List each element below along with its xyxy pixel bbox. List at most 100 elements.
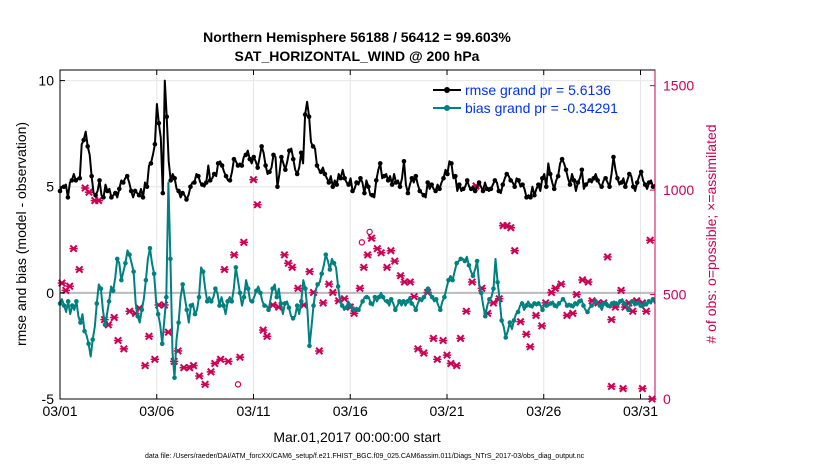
- x-tick-label-2: 03/11: [236, 403, 270, 419]
- bias-point-156: [376, 294, 382, 300]
- bias-point-158: [380, 294, 386, 300]
- obs-assimilated-marker-75: [429, 334, 438, 343]
- bias-point-60: [180, 282, 185, 287]
- rmse-point-246: [543, 184, 549, 190]
- bias-point-246: [560, 296, 566, 302]
- rmse-point-88: [231, 156, 237, 162]
- rmse-point-274: [599, 184, 604, 190]
- obs-assimilated-marker-101: [556, 280, 566, 289]
- rmse-point-252: [555, 173, 561, 179]
- rmse-point-138: [330, 184, 336, 190]
- rmse-point-144: [342, 175, 347, 181]
- obs-assimilated-marker-61: [363, 250, 372, 259]
- bias-point-44: [147, 245, 153, 251]
- rmse-point-292: [634, 180, 640, 185]
- y2-tick-label-1: 500: [663, 287, 687, 303]
- rmse-point-14: [85, 144, 90, 149]
- chart-title: Northern Hemisphere 56188 / 56412 = 99.6…: [203, 29, 511, 45]
- obs-assimilated-marker-13: [119, 344, 129, 353]
- obs-assimilated-marker-76: [433, 355, 442, 364]
- bias-point-290: [650, 296, 656, 302]
- bias-point-264: [597, 303, 603, 308]
- bias-point-50: [159, 341, 165, 347]
- bias-point-70: [200, 269, 206, 274]
- bias-point-164: [393, 307, 398, 313]
- rmse-point-208: [468, 186, 474, 192]
- rmse-point-42: [140, 195, 146, 200]
- bias-point-52: [164, 294, 169, 300]
- bias-point-126: [315, 282, 320, 287]
- rmse-point-28: [113, 190, 118, 196]
- rmse-point-270: [591, 175, 597, 181]
- bias-point-84: [229, 299, 235, 304]
- obs-assimilated-marker-64: [377, 248, 386, 257]
- obs-assimilated-marker-122: [638, 384, 647, 393]
- bias-point-176: [417, 296, 423, 302]
- rmse-point-280: [611, 154, 616, 160]
- obs-assimilated-marker-8: [94, 196, 103, 205]
- rmse-point-286: [623, 184, 628, 190]
- y-tick-label-0: -5: [42, 391, 55, 407]
- rmse-point-60: [176, 188, 181, 194]
- bias-point-196: [458, 256, 464, 262]
- bias-point-234: [536, 301, 541, 306]
- bias-point-236: [540, 307, 545, 313]
- bias-point-224: [515, 309, 521, 315]
- bias-point-214: [495, 279, 500, 285]
- rmse-point-238: [528, 195, 533, 200]
- rmse-point-102: [259, 144, 264, 149]
- rmse-point-288: [627, 171, 632, 177]
- obs-possible-marker-1: [358, 239, 366, 246]
- bias-point-76: [213, 286, 218, 291]
- bias-point-66: [192, 311, 198, 317]
- rmse-point-162: [377, 161, 383, 166]
- rmse-point-220: [492, 178, 498, 183]
- y2-axis-label: # of obs: o=possible; ×=assimilated: [703, 124, 719, 343]
- bias-point-244: [556, 301, 562, 306]
- bias-point-200: [466, 262, 472, 268]
- rmse-point-72: [200, 182, 205, 187]
- obs-assimilated-marker-62: [367, 234, 376, 243]
- rmse-point-278: [607, 184, 612, 190]
- rmse-point-126: [306, 114, 312, 119]
- rmse-point-36: [128, 188, 134, 194]
- bias-point-166: [397, 299, 402, 304]
- obs-assimilated-marker-56: [340, 294, 349, 303]
- axis-ticks: 03/01 03/06 03/11 03/16 03/21 03/26 03/31 -5 0 5 1…: [38, 70, 694, 419]
- obs-assimilated-marker-17: [140, 361, 150, 370]
- bias-point-58: [176, 320, 181, 325]
- y-tick-label-1: 0: [46, 285, 54, 301]
- rmse-point-106: [267, 169, 272, 175]
- bias-series: [57, 181, 656, 381]
- obs-assimilated-marker-34: [224, 357, 233, 366]
- rmse-point-256: [563, 167, 569, 173]
- rmse-point-168: [389, 182, 395, 187]
- rmse-point-90: [235, 163, 241, 168]
- bias-point-226: [519, 301, 525, 306]
- bias-point-150: [364, 294, 370, 300]
- bias-point-274: [617, 299, 623, 304]
- bias-point-96: [253, 288, 259, 294]
- obs-assimilated-marker-47: [293, 284, 303, 293]
- obs-assimilated-marker-82: [462, 307, 471, 316]
- bias-point-284: [638, 303, 643, 308]
- bias-point-178: [421, 294, 427, 300]
- plot-area: [60, 70, 655, 399]
- rmse-point-202: [457, 182, 462, 187]
- bias-point-204: [474, 258, 480, 264]
- obs-assimilated-marker-66: [386, 246, 396, 255]
- rmse-point-146: [346, 182, 351, 187]
- obs-assimilated-marker-73: [419, 349, 428, 357]
- bias-point-40: [139, 307, 145, 313]
- chart-subtitle: SAT_HORIZONTAL_WIND @ 200 hPa: [235, 48, 480, 64]
- bias-point-110: [282, 301, 288, 306]
- x-tick-label-6: 03/31: [623, 403, 658, 419]
- rmse-point-276: [603, 175, 608, 181]
- obs-assimilated-marker-81: [456, 334, 465, 343]
- bias-point-288: [646, 299, 652, 304]
- rmse-point-8: [73, 178, 79, 183]
- bias-point-202: [470, 273, 476, 279]
- obs-possible-marker-0: [234, 381, 242, 388]
- obs-assimilated-marker-2: [65, 282, 74, 291]
- rmse-point-184: [421, 192, 427, 198]
